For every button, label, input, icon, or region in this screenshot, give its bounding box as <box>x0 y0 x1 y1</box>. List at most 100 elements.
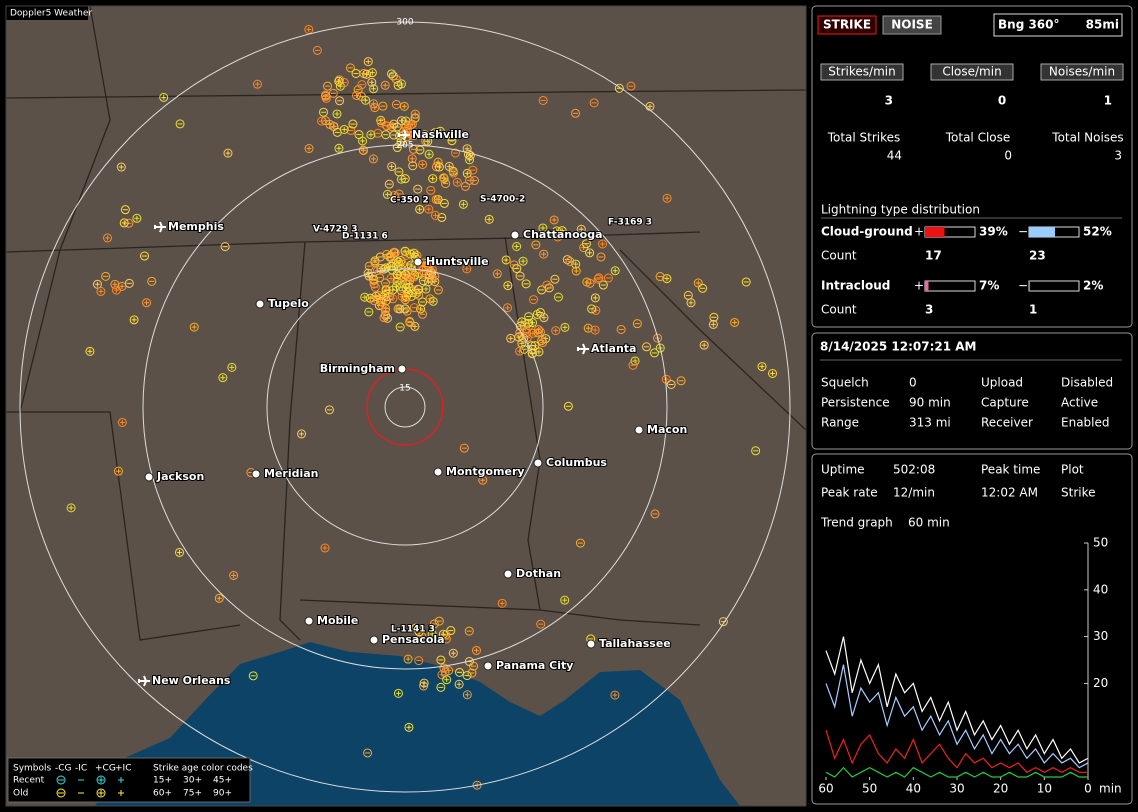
count: 1 <box>1029 303 1037 317</box>
city-dot <box>533 458 543 468</box>
distribution-title: Lightning type distribution <box>821 203 980 217</box>
strike-symbol <box>565 256 575 266</box>
strike-symbol <box>523 318 533 328</box>
strike-symbol <box>120 205 130 215</box>
strike-symbol <box>610 266 620 276</box>
strike-symbol <box>370 103 380 113</box>
strike-symbol <box>709 312 719 322</box>
strike-symbol <box>424 204 434 214</box>
strike-symbol <box>376 118 386 128</box>
legend-symbol <box>56 775 66 785</box>
city-label: Birmingham <box>320 362 395 375</box>
strike-symbol <box>159 92 169 102</box>
range-ring <box>142 144 668 670</box>
strike-symbol <box>430 210 440 220</box>
strike-symbol <box>415 145 425 155</box>
strike-symbol <box>454 679 464 689</box>
strike-symbol <box>328 88 338 98</box>
strike-symbol <box>469 176 479 186</box>
strike-symbol <box>594 273 604 283</box>
rate-value: 3 <box>885 94 893 108</box>
city-dot <box>251 469 261 479</box>
city-dot <box>586 639 596 649</box>
strike-symbol <box>560 595 570 605</box>
strike-symbol <box>699 340 709 350</box>
strike-symbol <box>531 240 541 250</box>
strike-symbol <box>655 272 665 282</box>
strike-symbol <box>430 128 440 138</box>
strike-symbol <box>582 277 592 287</box>
strike-button[interactable] <box>817 15 877 35</box>
strike-symbol <box>429 619 439 629</box>
rate-button[interactable] <box>930 63 1014 81</box>
strike-symbol <box>401 279 411 289</box>
strike-symbol <box>583 323 593 333</box>
rate-button-label[interactable]: Strikes/min <box>828 65 895 79</box>
range-label: 300 <box>396 18 413 28</box>
rate-button-label[interactable]: Noises/min <box>1049 65 1115 79</box>
strike-symbol <box>503 281 513 291</box>
city-label: Dothan <box>516 567 561 580</box>
strike-symbol <box>392 276 402 286</box>
strike-symbol <box>484 214 494 224</box>
strike-symbol <box>436 655 446 665</box>
setting-value: Disabled <box>1061 376 1113 390</box>
noise-button-label[interactable]: NOISE <box>891 18 933 32</box>
rate-button[interactable] <box>1040 63 1124 81</box>
strike-symbol <box>419 678 429 688</box>
strike-symbol <box>462 264 472 274</box>
strike-symbol <box>388 71 398 81</box>
panel <box>811 453 1133 805</box>
strike-symbol <box>379 313 389 323</box>
strike-symbol <box>391 74 401 84</box>
strike-symbol <box>317 116 327 126</box>
setting-label: Range <box>821 416 859 430</box>
percent: 7% <box>979 279 999 293</box>
strike-symbol <box>394 189 404 199</box>
noise-button[interactable] <box>882 15 942 35</box>
strike-symbol <box>454 667 464 677</box>
count: 23 <box>1029 249 1046 263</box>
strike-symbol <box>320 543 330 553</box>
strike-symbol <box>220 242 230 252</box>
strike-symbol <box>501 255 511 265</box>
strike-symbol <box>248 671 258 681</box>
strike-symbol <box>395 322 405 332</box>
rate-button[interactable] <box>820 63 904 81</box>
rate-button-label[interactable]: Close/min <box>942 65 1001 79</box>
trend-window: 60 min <box>908 516 950 530</box>
strike-symbol <box>366 130 376 140</box>
legend-type: -IC <box>75 764 87 774</box>
strike-symbol <box>642 342 652 352</box>
strike-symbol <box>459 443 469 453</box>
legend-row-label: Recent <box>13 776 45 786</box>
strike-symbol <box>351 68 361 78</box>
strike-symbol <box>396 174 406 184</box>
strike-symbol <box>218 373 228 383</box>
sign: + <box>914 225 924 239</box>
station-label: D-1131 6 <box>342 232 388 242</box>
strike-button-label[interactable]: STRIKE <box>823 18 871 32</box>
strike-symbol <box>452 177 462 187</box>
strike-symbol <box>512 264 522 274</box>
legend-symbol <box>96 788 106 798</box>
strike-symbol <box>117 417 127 427</box>
strike-symbol <box>530 341 540 351</box>
strike-symbol <box>650 509 660 519</box>
city-label: New Orleans <box>152 674 231 687</box>
station-label: F-3169 3 <box>608 218 652 228</box>
strike-symbol <box>395 304 405 314</box>
strike-symbol <box>596 252 606 262</box>
strike-symbol <box>362 69 372 79</box>
percent: 2% <box>1083 279 1103 293</box>
strike-symbol <box>369 84 379 94</box>
airport-icon <box>577 343 589 355</box>
strike-symbol <box>418 276 428 286</box>
strike-symbol <box>431 194 441 204</box>
strike-symbol <box>614 83 624 93</box>
strike-symbol <box>175 119 185 129</box>
city-dot <box>369 635 379 645</box>
strike-symbol <box>352 90 362 100</box>
strike-symbol <box>662 274 672 284</box>
strike-symbol <box>427 268 437 278</box>
